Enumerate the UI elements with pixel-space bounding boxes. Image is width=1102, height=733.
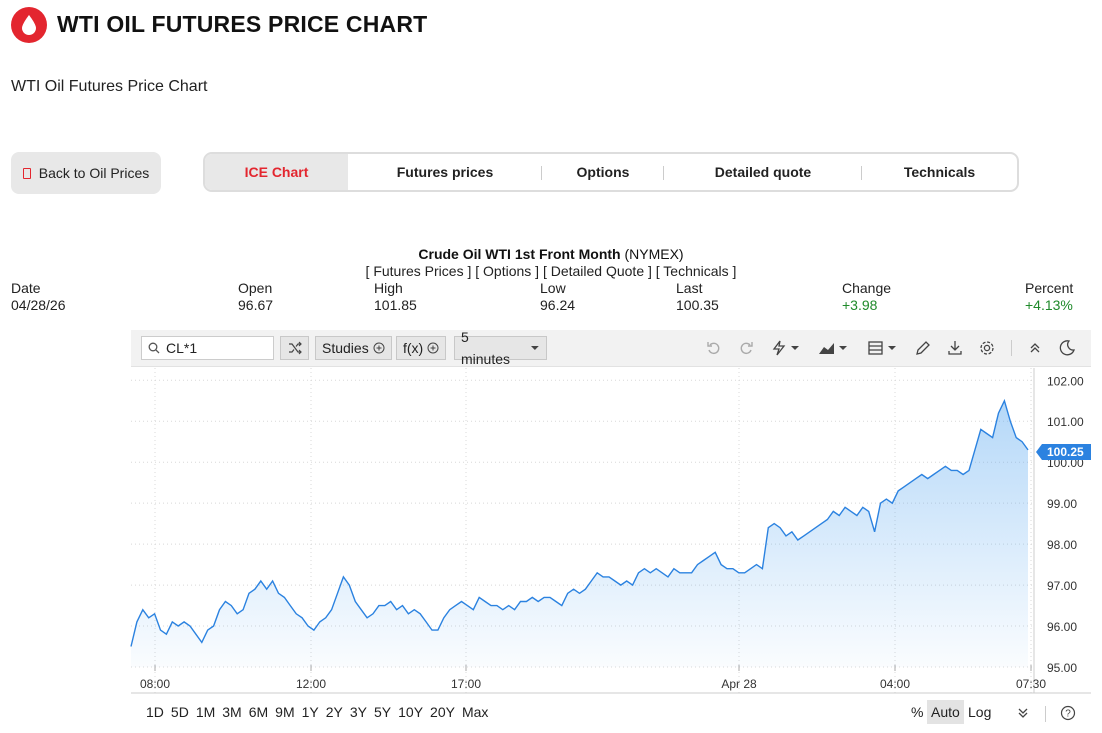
y-tick-label: 95.00 <box>1047 661 1077 675</box>
open-value: 96.67 <box>238 297 274 313</box>
back-icon <box>22 167 31 179</box>
range-2y[interactable]: 2Y <box>325 704 343 720</box>
low-value: 96.24 <box>540 297 576 313</box>
search-icon <box>148 342 160 354</box>
range-1y[interactable]: 1Y <box>301 704 319 720</box>
pencil-icon[interactable] <box>914 339 932 357</box>
percent-scale-button[interactable]: % <box>911 704 924 720</box>
svg-text:?: ? <box>1065 709 1071 720</box>
range-5d[interactable]: 5D <box>170 704 189 720</box>
range-3m[interactable]: 3M <box>222 704 242 720</box>
tab-bar: ICE Chart Futures prices Options Detaile… <box>203 152 1019 192</box>
range-10y[interactable]: 10Y <box>398 704 424 720</box>
change-label: Change <box>842 280 892 296</box>
moon-icon[interactable] <box>1058 339 1076 357</box>
date-label: Date <box>11 280 41 296</box>
shuffle-icon <box>288 341 302 355</box>
y-tick-label: 99.00 <box>1047 497 1077 511</box>
x-tick-label: 04:00 <box>880 677 910 691</box>
x-tick-label: 07:30 <box>1016 677 1046 691</box>
tab-detailed-quote[interactable]: Detailed quote <box>664 154 862 190</box>
instrument-exchange: (NYMEX) <box>624 246 684 262</box>
back-button[interactable]: Back to Oil Prices <box>11 152 161 194</box>
percent-value: +4.13% <box>1025 297 1073 313</box>
last-price-marker <box>1036 443 1091 460</box>
x-tick-label: 08:00 <box>140 677 170 691</box>
compare-button[interactable] <box>280 336 309 360</box>
price-area <box>131 400 1028 667</box>
x-tick-label: 17:00 <box>451 677 481 691</box>
fx-button[interactable]: f(x) <box>396 336 447 360</box>
instrument-name: Crude Oil WTI 1st Front Month <box>418 246 621 262</box>
page-subtitle: WTI Oil Futures Price Chart <box>11 78 208 95</box>
plus-circle-icon <box>373 342 385 354</box>
y-tick-label: 102.00 <box>1047 374 1084 388</box>
y-tick-label: 101.00 <box>1047 415 1084 429</box>
range-20y[interactable]: 20Y <box>430 704 455 720</box>
last-value: 100.35 <box>676 297 719 313</box>
y-tick-label: 96.00 <box>1047 620 1077 634</box>
range-5y[interactable]: 5Y <box>374 704 392 720</box>
layout-icon[interactable] <box>867 339 901 357</box>
back-button-label: Back to Oil Prices <box>38 165 150 181</box>
symbol-search-input[interactable]: CL*1 <box>141 336 274 360</box>
range-9m[interactable]: 9M <box>275 704 295 720</box>
change-value: +3.98 <box>842 297 878 313</box>
y-tick-label: 98.00 <box>1047 538 1077 552</box>
download-icon[interactable] <box>946 339 964 357</box>
high-label: High <box>374 280 403 296</box>
log-scale-button[interactable]: Log <box>968 704 992 720</box>
open-label: Open <box>238 280 273 296</box>
lightning-icon[interactable] <box>771 339 803 357</box>
oil-drop-icon <box>11 7 47 43</box>
price-line <box>130 398 1029 647</box>
chevron-down-icon <box>531 346 540 350</box>
range-1d[interactable]: 1D <box>146 704 164 720</box>
percent-label: Percent <box>1025 280 1074 296</box>
time-range-selector: 1D 5D 1M 3M 6M 9M 1Y 2Y 3Y 5Y 10Y 20Y Max <box>146 704 495 720</box>
range-max[interactable]: Max <box>461 704 489 720</box>
last-price-label: 100.25 <box>1047 445 1084 459</box>
low-label: Low <box>540 280 566 296</box>
y-tick-label: 97.00 <box>1047 579 1077 593</box>
double-chevron-down-icon[interactable] <box>1016 706 1030 720</box>
x-tick-label: Apr 28 <box>721 677 757 691</box>
studies-button[interactable]: Studies <box>315 336 392 360</box>
symbol-value: CL*1 <box>166 340 198 356</box>
tab-options[interactable]: Options <box>542 154 664 190</box>
high-value: 101.85 <box>374 297 417 313</box>
undo-icon[interactable] <box>705 339 723 357</box>
redo-icon[interactable] <box>737 339 755 357</box>
tab-ice-chart[interactable]: ICE Chart <box>205 154 348 190</box>
scale-divider <box>1045 706 1046 722</box>
x-tick-label: 12:00 <box>296 677 326 691</box>
range-6m[interactable]: 6M <box>248 704 269 720</box>
instrument-title: Crude Oil WTI 1st Front Month (NYMEX) <box>0 246 1102 262</box>
tab-futures-prices[interactable]: Futures prices <box>348 154 542 190</box>
toolbar-divider <box>1011 340 1012 356</box>
interval-select[interactable]: 5 minutes <box>454 329 547 367</box>
date-value: 04/28/26 <box>11 297 66 313</box>
range-3y[interactable]: 3Y <box>349 704 367 720</box>
collapse-icon[interactable] <box>1026 339 1044 357</box>
quote-links[interactable]: [ Futures Prices ] [ Options ] [ Detaile… <box>365 263 737 279</box>
page-title: WTI OIL FUTURES PRICE CHART <box>57 11 428 37</box>
auto-scale-button[interactable]: Auto <box>927 700 964 724</box>
gear-icon[interactable] <box>978 339 996 357</box>
last-label: Last <box>676 280 703 296</box>
chart-type-icon[interactable] <box>817 339 851 357</box>
chart-toolbar: CL*1 Studies f(x) 5 minutes <box>131 329 1091 367</box>
plus-circle-icon <box>427 342 439 354</box>
tab-technicals[interactable]: Technicals <box>903 164 976 180</box>
help-icon[interactable]: ? <box>1060 705 1076 721</box>
range-1m[interactable]: 1M <box>195 704 216 720</box>
